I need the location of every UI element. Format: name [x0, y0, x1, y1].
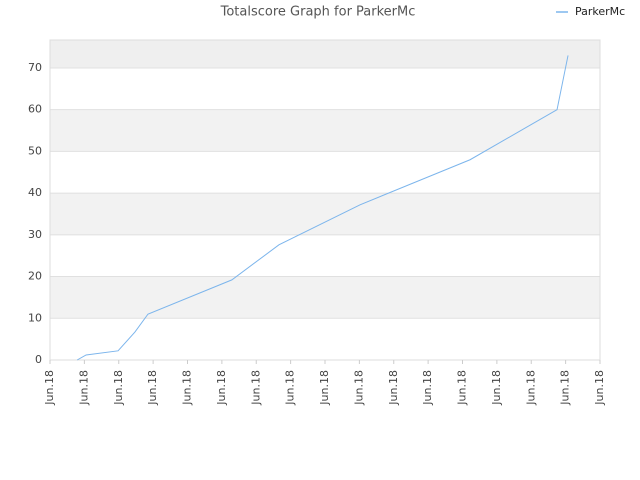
- grid-band: [50, 276, 600, 319]
- grid-band: [50, 109, 600, 152]
- x-tick-label: Jun.18: [284, 370, 297, 406]
- x-tick-label: Jun.18: [593, 370, 606, 406]
- y-tick-label: 60: [28, 103, 42, 116]
- x-tick-label: Jun.18: [181, 370, 194, 406]
- y-tick-label: 40: [28, 186, 42, 199]
- y-tick-label: 50: [28, 144, 42, 157]
- chart-title: Totalscore Graph for ParkerMc: [220, 5, 416, 20]
- x-tick-label: Jun.18: [352, 370, 365, 406]
- x-tick-label: Jun.18: [318, 370, 331, 406]
- y-tick-label: 30: [28, 228, 42, 241]
- x-tick-label: Jun.18: [249, 370, 262, 406]
- x-tick-label: Jun.18: [43, 370, 56, 406]
- x-tick-label: Jun.18: [112, 370, 125, 406]
- x-tick-label: Jun.18: [524, 370, 537, 406]
- y-tick-label: 70: [28, 61, 42, 74]
- x-tick-label: Jun.18: [387, 370, 400, 406]
- x-tick-label: Jun.18: [490, 370, 503, 406]
- y-tick-label: 0: [35, 353, 42, 366]
- x-tick-label: Jun.18: [146, 370, 159, 406]
- y-tick-label: 20: [28, 270, 42, 283]
- x-tick-label: Jun.18: [456, 370, 469, 406]
- data-line: [76, 55, 569, 361]
- x-tick-label: Jun.18: [559, 370, 572, 406]
- x-tick-label: Jun.18: [215, 370, 228, 406]
- x-tick-label: Jun.18: [77, 370, 90, 406]
- legend-label: ParkerMc: [575, 5, 625, 18]
- y-tick-label: 10: [28, 311, 42, 324]
- grid-band: [50, 193, 600, 235]
- grid-band: [50, 40, 600, 68]
- x-tick-label: Jun.18: [421, 370, 434, 406]
